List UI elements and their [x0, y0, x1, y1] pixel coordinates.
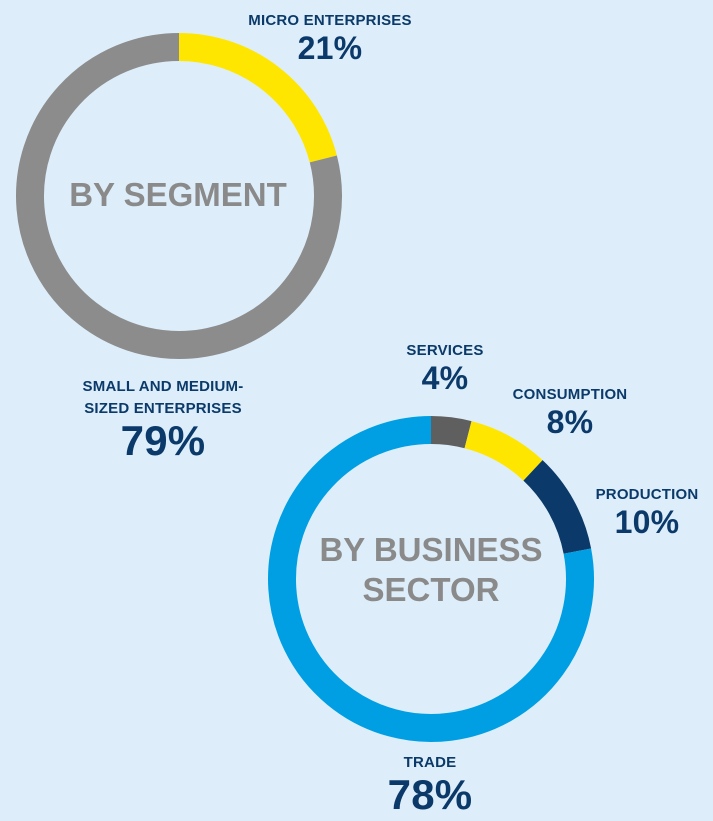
label-micro-enterprises: MICRO ENTERPRISES 21%	[225, 10, 435, 64]
sme-name-line1: SMALL AND MEDIUM-	[82, 378, 244, 395]
label-consumption: CONSUMPTION 8%	[500, 384, 640, 438]
consumption-name: CONSUMPTION	[512, 386, 628, 403]
micro-enterprises-name: MICRO ENTERPRISES	[248, 12, 412, 29]
production-value: 10%	[614, 504, 680, 540]
sector-center-line1: BY BUSINESS	[319, 531, 543, 568]
donut-slice-consumption	[464, 421, 543, 481]
sector-donut	[268, 416, 594, 742]
segment-center-text: BY SEGMENT	[69, 176, 287, 213]
donut-slice-trade	[268, 416, 594, 742]
sector-donut-center-label: BY BUSINESS SECTOR	[312, 530, 550, 610]
sector-center-line2: SECTOR	[362, 571, 500, 608]
production-name: PRODUCTION	[595, 486, 699, 503]
label-production: PRODUCTION 10%	[592, 484, 702, 538]
consumption-value: 8%	[546, 404, 594, 440]
label-trade: TRADE 78%	[370, 752, 490, 816]
trade-value: 78%	[387, 771, 473, 818]
sme-name-line2: SIZED ENTERPRISES	[84, 400, 242, 417]
micro-enterprises-value: 21%	[297, 30, 363, 66]
services-value: 4%	[421, 360, 469, 396]
donut-slice-production	[523, 460, 592, 555]
donut-slice-micro-enterprises	[178, 33, 337, 163]
services-name: SERVICES	[406, 342, 484, 359]
segment-donut-center-label: BY SEGMENT	[58, 175, 298, 215]
label-sme: SMALL AND MEDIUM- SIZED ENTERPRISES 79%	[58, 376, 268, 462]
trade-name: TRADE	[403, 754, 457, 771]
donut-slice-services	[430, 416, 472, 449]
donut-slice-small-and-medium-sized-enterprises	[16, 33, 342, 359]
segment-donut	[16, 33, 342, 359]
label-services: SERVICES 4%	[395, 340, 495, 394]
sme-value: 79%	[120, 417, 206, 464]
